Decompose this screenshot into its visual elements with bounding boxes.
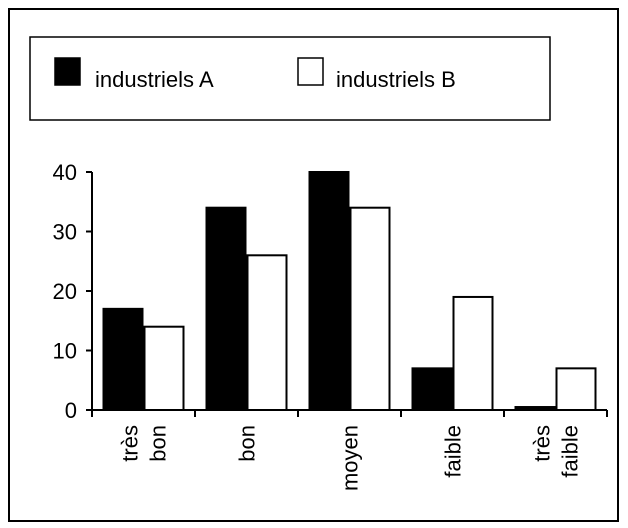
bar-b-3 xyxy=(452,295,494,412)
bar-a-3 xyxy=(411,367,453,412)
y-tick-label-20: 20 xyxy=(53,279,77,304)
legend-label-industriels-b: industriels B xyxy=(336,67,456,92)
x-tick-label-0-0: très xyxy=(118,425,143,462)
x-tick-label-3-0: faible xyxy=(441,425,466,478)
legend-box xyxy=(29,36,551,121)
y-tick-label-0: 0 xyxy=(65,398,77,423)
bar-a-0 xyxy=(102,307,144,412)
bar-b-2 xyxy=(349,206,391,411)
y-tick-label-40: 40 xyxy=(53,160,77,185)
y-tick-label-10: 10 xyxy=(53,339,77,364)
legend-swatch-industriels-a xyxy=(54,57,81,86)
legend-swatch-industriels-b xyxy=(297,57,324,86)
legend: industriels A industriels B xyxy=(29,36,551,121)
x-tick-label-4-1: faible xyxy=(558,425,583,478)
y-tick-label-30: 30 xyxy=(53,220,77,245)
bar-a-2 xyxy=(308,171,350,411)
x-tick-label-0-1: bon xyxy=(146,425,171,462)
bar-a-1 xyxy=(205,206,247,411)
x-tick-label-1-0: bon xyxy=(235,425,260,462)
bar-b-0 xyxy=(143,325,185,412)
x-tick-label-2-0: moyen xyxy=(338,425,363,491)
legend-label-industriels-a: industriels A xyxy=(95,67,214,92)
x-tick-label-4-0: très xyxy=(530,425,555,462)
bar-b-1 xyxy=(246,254,288,411)
bar-b-4 xyxy=(555,367,597,412)
